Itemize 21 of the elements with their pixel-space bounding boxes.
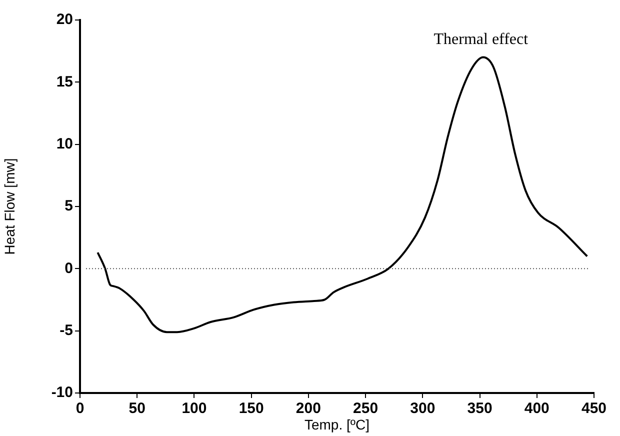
y-tick-label: -10	[51, 384, 73, 402]
y-tick-label: 10	[56, 135, 73, 152]
x-tick-label: 200	[296, 400, 321, 418]
x-tick-label: 50	[128, 400, 146, 418]
y-tick-label: 5	[64, 198, 73, 215]
x-tick-label: 0	[76, 400, 84, 418]
x-tick-label: 250	[353, 400, 378, 418]
x-tick-label: 400	[524, 400, 550, 418]
y-tick-label: 15	[56, 73, 73, 90]
line-series	[96, 56, 588, 334]
annotation: Thermal effect	[434, 31, 529, 48]
y-tick-label: -5	[60, 322, 73, 339]
x-tick-label: 150	[238, 400, 264, 418]
y-tick-label: 20	[56, 11, 73, 28]
x-axis-title: Temp. [ºC]	[304, 416, 370, 432]
x-tick-label: 450	[581, 400, 607, 418]
y-tick-label: 0	[64, 260, 73, 277]
x-tick-label: 300	[410, 400, 436, 418]
y-axis-title: Heat Flow [mw]	[1, 158, 18, 255]
x-tick-label: 100	[182, 400, 207, 418]
x-tick-label: 350	[467, 400, 492, 418]
